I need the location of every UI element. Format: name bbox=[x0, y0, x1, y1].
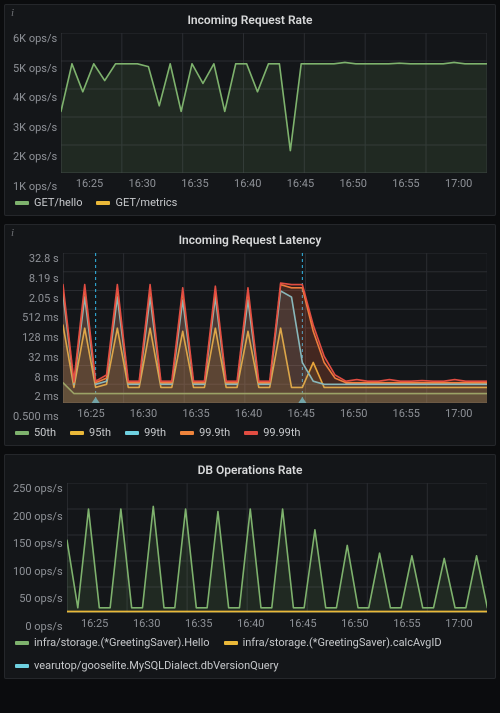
info-icon[interactable]: i bbox=[11, 7, 14, 19]
axis-tick-label: 17:00 bbox=[433, 617, 485, 630]
axis-tick-label: 150 ops/s bbox=[13, 538, 63, 549]
axis-tick-label: 4K ops/s bbox=[13, 92, 57, 103]
axis-tick-label: 16:55 bbox=[380, 177, 433, 190]
panel-db-operations-rate: DB Operations Rate 250 ops/s 200 ops/s 150… bbox=[4, 454, 496, 679]
axis-tick-label: 100 ops/s bbox=[13, 566, 63, 577]
axis-tick-label: 50 ops/s bbox=[13, 593, 63, 604]
legend-label: 95th bbox=[89, 426, 111, 439]
axis-tick-label: 250 ops/s bbox=[13, 483, 63, 494]
panel-incoming-request-rate: i Incoming Request Rate 6K ops/s 5K ops/s… bbox=[4, 4, 496, 216]
chart-area[interactable]: 250 ops/s 200 ops/s 150 ops/s 100 ops/s 50 o… bbox=[13, 483, 487, 632]
legend-swatch bbox=[15, 641, 29, 645]
chart-area[interactable]: 6K ops/s 5K ops/s 4K ops/s 3K ops/s 2K ops/s… bbox=[13, 33, 487, 192]
legend-label: 99.9th bbox=[199, 426, 230, 439]
panel-title: DB Operations Rate bbox=[13, 463, 487, 477]
axis-tick-label: 3K ops/s bbox=[13, 122, 57, 133]
plot-svg bbox=[63, 253, 487, 403]
axis-tick-label: 8 ms bbox=[13, 372, 59, 383]
axis-tick-label: 6K ops/s bbox=[13, 33, 57, 44]
legend-swatch bbox=[180, 431, 194, 435]
axis-tick-label: 200 ops/s bbox=[13, 511, 63, 522]
x-axis: 16:2516:3016:3516:4016:4516:5016:5517:00 bbox=[63, 403, 487, 422]
axis-tick-label: 17:00 bbox=[433, 407, 486, 420]
axis-tick-label: 16:25 bbox=[65, 407, 118, 420]
axis-tick-label: 5K ops/s bbox=[13, 63, 57, 74]
axis-tick-label: 512 ms bbox=[13, 312, 59, 323]
legend-item[interactable]: 99th bbox=[125, 426, 166, 439]
legend-item[interactable]: infra/storage.(*GreetingSaver).Hello bbox=[15, 636, 210, 649]
legend-label: infra/storage.(*GreetingSaver).Hello bbox=[34, 636, 210, 649]
plot-svg bbox=[67, 483, 487, 613]
legend: 50th 95th 99th 99.9th 99.99th bbox=[13, 422, 487, 441]
legend-item[interactable]: GET/metrics bbox=[96, 196, 177, 209]
axis-tick-label: 16:30 bbox=[116, 177, 169, 190]
panel-incoming-request-latency: i Incoming Request Latency 32.8 s 8.19 s 2… bbox=[4, 224, 496, 446]
legend-label: vearutop/gooselite.MySQLDialect.dbVersio… bbox=[34, 659, 279, 672]
legend: GET/hello GET/metrics bbox=[13, 192, 487, 211]
axis-tick-label: 16:25 bbox=[69, 617, 121, 630]
axis-tick-label: 16:50 bbox=[329, 617, 381, 630]
legend-label: 99.99th bbox=[263, 426, 300, 439]
axis-tick-label: 2.05 s bbox=[13, 293, 59, 304]
legend-swatch bbox=[15, 201, 29, 205]
axis-tick-label: 16:45 bbox=[275, 407, 328, 420]
legend-label: GET/metrics bbox=[115, 196, 177, 209]
legend-swatch bbox=[96, 201, 110, 205]
axis-tick-label: 16:55 bbox=[381, 617, 433, 630]
axis-tick-label: 16:35 bbox=[173, 617, 225, 630]
axis-tick-label: 16:35 bbox=[169, 177, 222, 190]
legend-item[interactable]: 50th bbox=[15, 426, 56, 439]
axis-tick-label: 32.8 s bbox=[13, 253, 59, 264]
legend-item[interactable]: infra/storage.(*GreetingSaver).calcAvgID bbox=[224, 636, 442, 649]
axis-tick-label: 16:50 bbox=[327, 177, 380, 190]
axis-tick-label: 16:40 bbox=[222, 407, 275, 420]
legend-swatch bbox=[70, 431, 84, 435]
panel-title: Incoming Request Latency bbox=[13, 233, 487, 247]
axis-tick-label: 8.19 s bbox=[13, 273, 59, 284]
axis-tick-label: 16:35 bbox=[170, 407, 223, 420]
legend-item[interactable]: 99.99th bbox=[244, 426, 300, 439]
legend-swatch bbox=[244, 431, 258, 435]
legend-swatch bbox=[15, 431, 29, 435]
axis-tick-label: 16:45 bbox=[277, 617, 329, 630]
y-axis: 250 ops/s 200 ops/s 150 ops/s 100 ops/s 50 o… bbox=[13, 483, 67, 632]
axis-tick-label: 17:00 bbox=[432, 177, 485, 190]
legend-label: infra/storage.(*GreetingSaver).calcAvgID bbox=[243, 636, 442, 649]
info-icon[interactable]: i bbox=[11, 227, 14, 239]
axis-tick-label: 16:25 bbox=[63, 177, 116, 190]
legend-label: 50th bbox=[34, 426, 56, 439]
legend-item[interactable]: GET/hello bbox=[15, 196, 82, 209]
axis-tick-label: 128 ms bbox=[13, 332, 59, 343]
axis-tick-label: 16:55 bbox=[380, 407, 433, 420]
axis-tick-label: 2K ops/s bbox=[13, 151, 57, 162]
plot-svg bbox=[61, 33, 487, 173]
legend-swatch bbox=[224, 641, 238, 645]
legend-swatch bbox=[125, 431, 139, 435]
axis-tick-label: 0.500 ms bbox=[13, 411, 59, 422]
axis-tick-label: 32 ms bbox=[13, 352, 59, 363]
axis-tick-label: 16:40 bbox=[221, 177, 274, 190]
axis-tick-label: 2 ms bbox=[13, 391, 59, 402]
y-axis: 32.8 s 8.19 s 2.05 s 512 ms 128 ms 32 ms 8 ms 2… bbox=[13, 253, 63, 422]
legend-swatch bbox=[15, 664, 29, 668]
legend-item[interactable]: 95th bbox=[70, 426, 111, 439]
x-axis: 16:2516:3016:3516:4016:4516:5016:5517:00 bbox=[67, 613, 487, 632]
legend-label: GET/hello bbox=[34, 196, 82, 209]
legend-item[interactable]: 99.9th bbox=[180, 426, 230, 439]
legend-item[interactable]: vearutop/gooselite.MySQLDialect.dbVersio… bbox=[15, 659, 279, 672]
axis-tick-label: 0 ops/s bbox=[13, 621, 63, 632]
axis-tick-label: 16:45 bbox=[274, 177, 327, 190]
axis-tick-label: 1K ops/s bbox=[13, 181, 57, 192]
panel-title: Incoming Request Rate bbox=[13, 13, 487, 27]
axis-tick-label: 16:40 bbox=[225, 617, 277, 630]
y-axis: 6K ops/s 5K ops/s 4K ops/s 3K ops/s 2K ops/s… bbox=[13, 33, 61, 192]
legend-label: 99th bbox=[144, 426, 166, 439]
axis-tick-label: 16:50 bbox=[327, 407, 380, 420]
chart-area[interactable]: 32.8 s 8.19 s 2.05 s 512 ms 128 ms 32 ms 8 ms 2… bbox=[13, 253, 487, 422]
axis-tick-label: 16:30 bbox=[121, 617, 173, 630]
axis-tick-label: 16:30 bbox=[117, 407, 170, 420]
legend: infra/storage.(*GreetingSaver).Hello infr… bbox=[13, 632, 487, 674]
x-axis: 16:2516:3016:3516:4016:4516:5016:5517:00 bbox=[61, 173, 487, 192]
